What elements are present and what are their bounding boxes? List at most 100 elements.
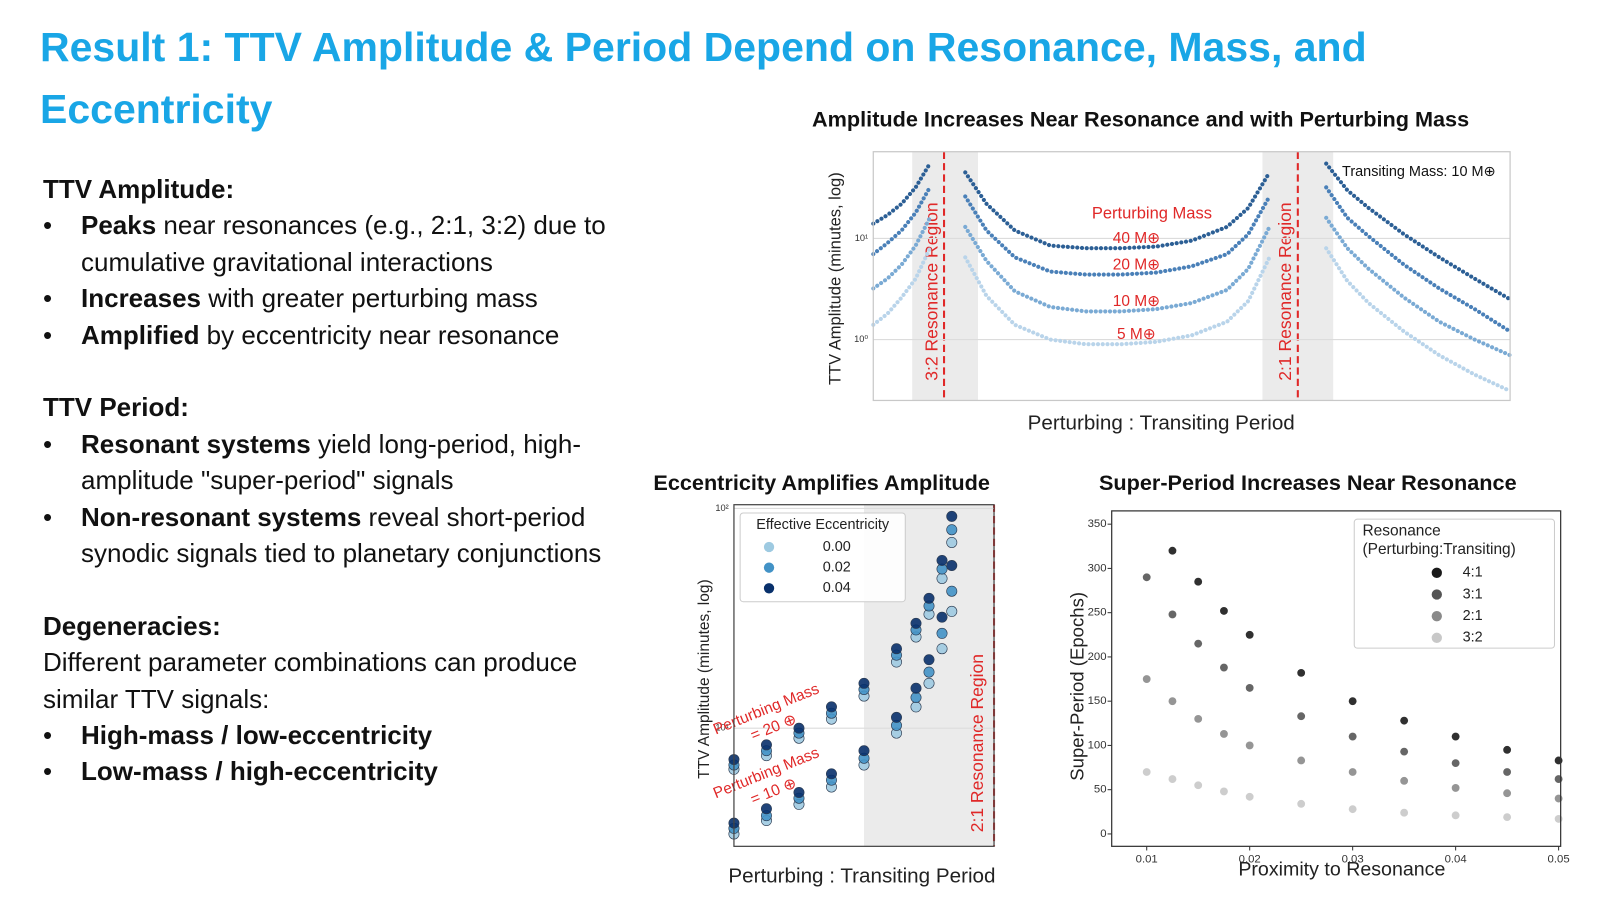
data-point <box>1220 730 1228 738</box>
data-point <box>1554 794 1563 803</box>
legend-label: 4:1 <box>1463 565 1483 581</box>
bullet-lead: Non-resonant systems <box>81 501 362 532</box>
bullet-list: Peaks near resonances (e.g., 2:1, 3:2) d… <box>43 207 633 353</box>
legend-marker <box>1431 589 1442 600</box>
data-point <box>793 786 805 798</box>
bullet: Resonant systems yield long-period, high… <box>43 426 633 499</box>
bullet-list: Resonant systems yield long-period, high… <box>43 426 633 572</box>
legend-label: 0.02 <box>823 559 851 575</box>
section-heading: Degeneracies: <box>43 610 221 641</box>
slide-title: Result 1: TTV Amplitude & Period Depend … <box>40 24 1367 132</box>
bullet: Amplified by eccentricity near resonance <box>43 317 633 354</box>
y-tick-label: 100 <box>1088 739 1107 751</box>
series-label: 10 M⊕ <box>1113 293 1160 310</box>
data-point <box>1168 775 1177 783</box>
series-label: 40 M⊕ <box>1113 230 1160 247</box>
data-point <box>1554 814 1563 823</box>
data-point <box>1451 732 1460 741</box>
region-label: 2:1 Resonance Region <box>967 654 987 832</box>
section-heading: TTV Amplitude: <box>43 174 235 204</box>
data-point <box>936 554 948 566</box>
chart-title: Eccentricity Amplifies Amplitude <box>653 470 990 495</box>
data-point <box>826 768 837 780</box>
legend-box <box>1353 518 1555 649</box>
data-point <box>1297 668 1306 677</box>
series-line <box>871 185 1513 334</box>
legend-marker <box>763 562 775 573</box>
data-point <box>1503 789 1512 798</box>
data-point <box>1168 546 1177 555</box>
data-point <box>923 654 935 666</box>
region-label: 2:1 Resonance Region <box>1275 202 1295 380</box>
data-point <box>1503 745 1512 754</box>
bullet: Low-mass / high-eccentricity <box>43 753 633 790</box>
legend-label: 3:2 <box>1463 630 1483 646</box>
resonance-region <box>912 151 978 401</box>
data-point <box>923 666 935 678</box>
data-point <box>946 537 958 548</box>
data-point <box>1400 716 1409 725</box>
data-point <box>1194 639 1203 648</box>
data-point <box>936 627 948 639</box>
data-point <box>1168 610 1177 619</box>
legend-marker <box>1431 567 1442 578</box>
y-tick-label: 150 <box>1088 695 1107 707</box>
data-point <box>1348 768 1357 776</box>
bullet-lead: Peaks <box>81 210 157 241</box>
y-tick-label: 200 <box>1088 651 1107 663</box>
legend-label: 3:1 <box>1463 586 1483 602</box>
data-point <box>1400 808 1409 817</box>
data-point <box>1297 712 1306 721</box>
data-point <box>1168 697 1177 706</box>
legend-marker <box>1431 632 1442 644</box>
y-tick-label: 10⁰ <box>854 334 868 344</box>
x-tick-label: 0.04 <box>1445 854 1467 866</box>
section: TTV Amplitude:Peaks near resonances (e.g… <box>43 171 633 353</box>
bullet-text: with greater perturbing mass <box>200 283 538 314</box>
bullet: Increases with greater perturbing mass <box>43 280 633 317</box>
chart: Super-Period Increases Near Resonance Pro… <box>1067 470 1570 880</box>
data-point <box>923 592 935 604</box>
bullet-lead: Resonant systems <box>81 428 311 459</box>
data-point <box>910 701 922 713</box>
plot-frame <box>733 504 995 847</box>
data-point <box>1220 606 1228 615</box>
y-tick-label: 0 <box>1100 828 1106 840</box>
bullet: Peaks near resonances (e.g., 2:1, 3:2) d… <box>43 207 633 280</box>
bullet: High-mass / low-eccentricity <box>43 717 633 754</box>
bullet-text: near resonances (e.g., 2:1, 3:2) due to … <box>81 210 606 277</box>
data-point <box>946 510 958 522</box>
legend-label: 0.00 <box>823 539 851 555</box>
data-point <box>1245 630 1254 639</box>
data-point <box>1297 799 1306 808</box>
data-point <box>1400 747 1409 756</box>
data-point <box>891 711 902 723</box>
y-tick-label: 10¹ <box>715 723 728 733</box>
bullet-lead: Amplified <box>81 319 200 350</box>
x-tick-label: 0.05 <box>1548 854 1570 866</box>
legend-marker <box>1431 611 1442 622</box>
data-point <box>1451 811 1460 820</box>
data-point <box>1554 775 1563 783</box>
legend-title: Effective Eccentricity <box>756 517 890 533</box>
data-point <box>910 617 922 629</box>
region-label: 3:2 Resonance Region <box>921 202 941 380</box>
chart-title: Amplitude Increases Near Resonance and w… <box>812 106 1469 131</box>
x-axis-label: Perturbing : Transiting Period <box>1028 412 1295 435</box>
paragraph: Different parameter combinations can pro… <box>43 647 578 714</box>
series-line <box>871 161 1513 302</box>
bullet-text: yield long-period, high-amplitude "super… <box>81 428 582 496</box>
data-point <box>946 585 958 597</box>
chart-title: Super-Period Increases Near Resonance <box>1099 470 1517 495</box>
data-point <box>1194 577 1203 586</box>
y-axis-label: TTV Amplitude (minutes, log) <box>826 172 844 385</box>
data-point <box>858 745 870 757</box>
data-point <box>1348 697 1357 706</box>
data-point <box>946 560 958 571</box>
plot-frame <box>872 151 1511 402</box>
y-tick-label: 50 <box>1094 784 1107 796</box>
x-tick-label: 0.02 <box>1239 854 1261 866</box>
x-axis-label: Proximity to Resonance <box>1238 858 1445 880</box>
